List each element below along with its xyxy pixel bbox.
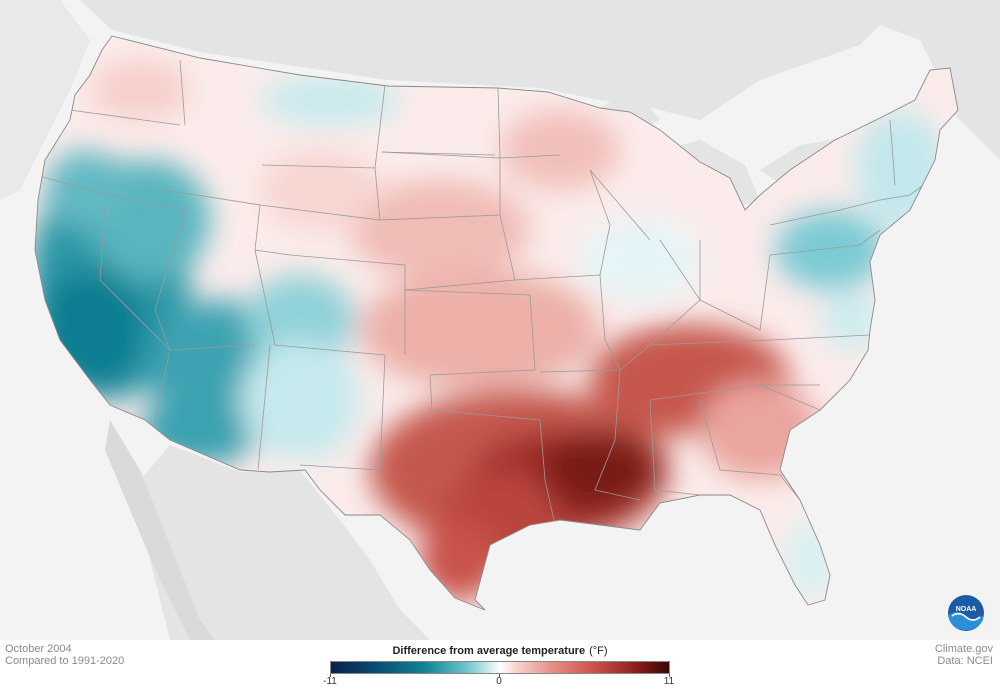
legend-title-text: Difference from average temperature [392,645,586,657]
baseline-label: Compared to 1991-2020 [5,655,125,667]
credit-label: Climate.gov [934,643,993,655]
period-label: October 2004 [5,643,72,655]
legend-title: Difference from average temperature (°F) [330,645,670,657]
us-outline [34,35,959,611]
state-borders [35,59,931,526]
footer: October 2004 Compared to 1991-2020 Diffe… [0,640,1000,690]
temperature-anomaly-map [34,0,1000,640]
legend-tick-label-min: -11 [323,676,337,687]
legend-tick-min [330,674,331,677]
noaa-logo-text: NOAA [956,606,977,613]
legend-color-bar [330,661,670,674]
map-panel: NOAA [34,0,1000,640]
surrounding-land [60,0,1000,640]
anomaly-field [35,60,945,600]
legend-tick-mid [499,674,500,677]
legend-unit: (°F) [589,645,608,657]
legend-tick-label-mid: 0 [496,676,502,687]
noaa-logo: NOAA [948,595,984,631]
legend-tick-max [669,674,670,677]
source-label: Data: NCEI [937,655,993,667]
legend-tick-label-max: 11 [663,676,675,687]
